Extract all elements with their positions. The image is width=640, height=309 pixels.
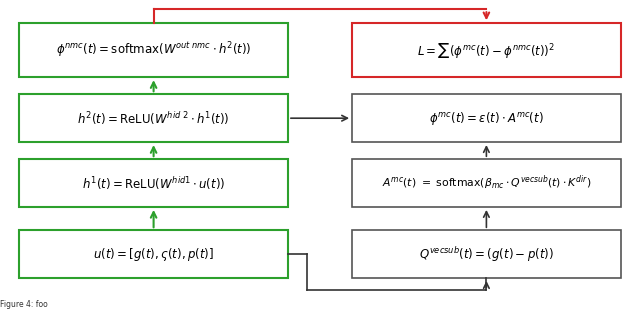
FancyBboxPatch shape: [352, 159, 621, 207]
FancyBboxPatch shape: [19, 159, 288, 207]
FancyBboxPatch shape: [19, 23, 288, 77]
FancyArrowPatch shape: [484, 12, 489, 18]
Text: $u(t) = [g(t), \varsigma(t), p(t)]$: $u(t) = [g(t), \varsigma(t), p(t)]$: [93, 246, 214, 263]
FancyBboxPatch shape: [352, 230, 621, 278]
FancyArrowPatch shape: [484, 212, 489, 227]
Text: $h^{1}(t) = \mathrm{ReLU}(W^{hid1} \cdot u(t))$: $h^{1}(t) = \mathrm{ReLU}(W^{hid1} \cdot…: [82, 175, 225, 192]
Text: $\phi^{mc}(t) = \varepsilon(t) \cdot A^{mc}(t)$: $\phi^{mc}(t) = \varepsilon(t) \cdot A^{…: [429, 110, 544, 127]
Text: $Q^{vecsub}(t) = (g(t) - p(t))$: $Q^{vecsub}(t) = (g(t) - p(t))$: [419, 245, 554, 264]
FancyBboxPatch shape: [352, 23, 621, 77]
FancyArrowPatch shape: [151, 212, 156, 227]
FancyBboxPatch shape: [19, 230, 288, 278]
FancyArrowPatch shape: [484, 283, 489, 288]
Text: $L = \sum(\phi^{mc}(t) - \phi^{nmc}(t))^{2}$: $L = \sum(\phi^{mc}(t) - \phi^{nmc}(t))^…: [417, 41, 556, 60]
FancyBboxPatch shape: [19, 94, 288, 142]
FancyArrowPatch shape: [291, 116, 348, 121]
Text: $h^{2}(t) = \mathrm{ReLU}(W^{hid\ 2} \cdot h^{1}(t))$: $h^{2}(t) = \mathrm{ReLU}(W^{hid\ 2} \cd…: [77, 110, 230, 127]
FancyArrowPatch shape: [151, 83, 156, 91]
FancyBboxPatch shape: [352, 94, 621, 142]
Text: $A^{mc}(t)\ =\ \mathrm{softmax}(\beta_{mc} \cdot Q^{vecsub}(t) \cdot K^{dir})$: $A^{mc}(t)\ =\ \mathrm{softmax}(\beta_{m…: [381, 174, 591, 193]
Text: Figure 4: foo: Figure 4: foo: [0, 300, 48, 309]
FancyArrowPatch shape: [151, 147, 156, 156]
Text: $\phi^{nmc}(t) = \mathrm{softmax}(W^{out\ nmc} \cdot h^{2}(t))$: $\phi^{nmc}(t) = \mathrm{softmax}(W^{out…: [56, 40, 252, 60]
FancyArrowPatch shape: [484, 147, 489, 156]
